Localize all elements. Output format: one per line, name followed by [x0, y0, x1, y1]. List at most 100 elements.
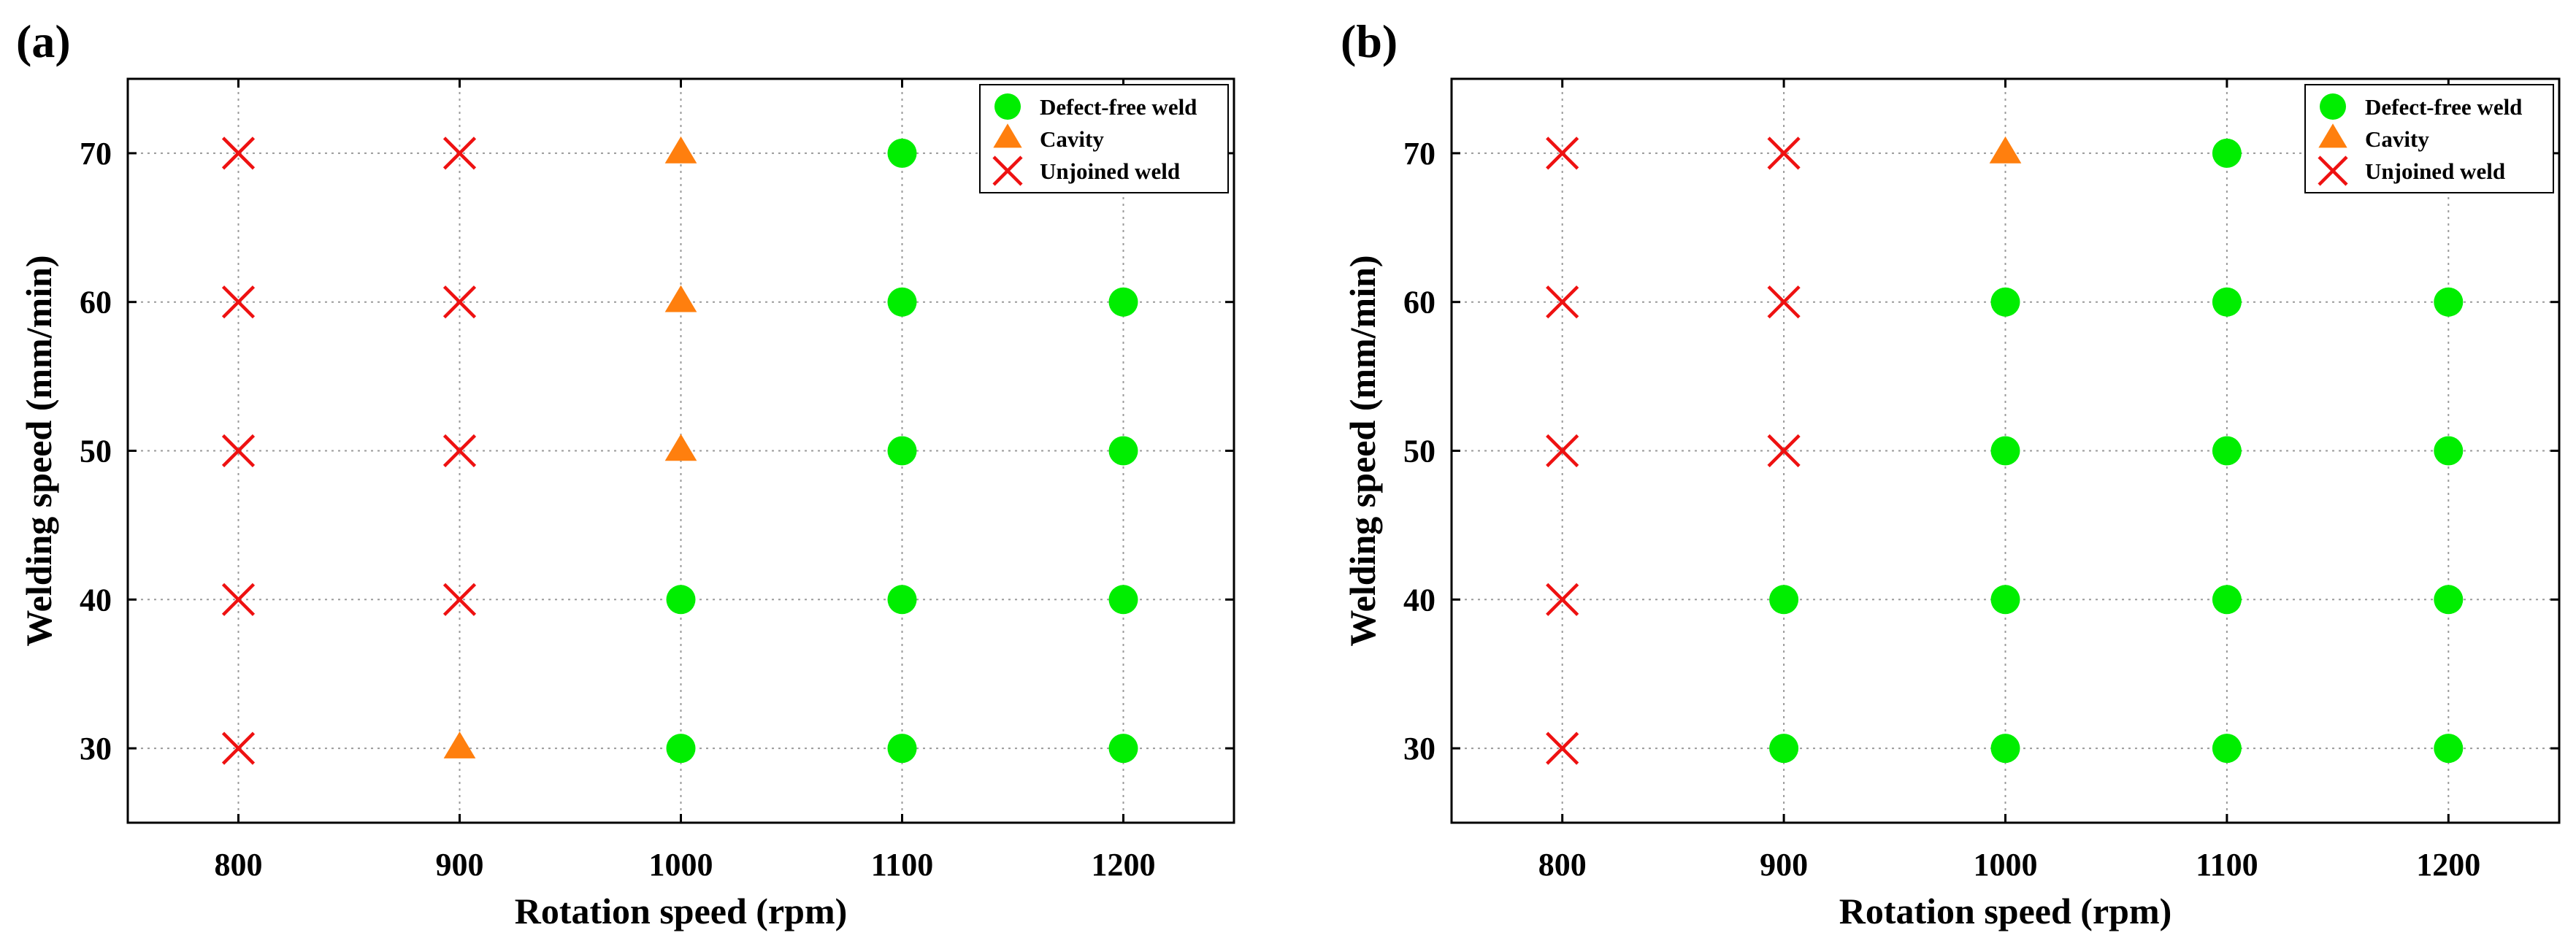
unjoined-point-stroke [442, 583, 477, 616]
defect-free-point [1990, 734, 2020, 764]
legend-marker [2320, 93, 2346, 120]
panel-label: (b) [1341, 15, 1398, 67]
defect-free-point [887, 436, 917, 466]
defect-free-point [1769, 585, 1799, 615]
unjoined-point-stroke [1767, 434, 1801, 468]
unjoined-point [221, 583, 256, 616]
cavity-point [664, 136, 697, 164]
y-tick-label: 50 [1403, 434, 1435, 469]
defect-free-point [1990, 436, 2020, 466]
defect-free-point [1108, 287, 1138, 317]
y-tick-label: 70 [80, 136, 112, 172]
y-tick-label: 50 [80, 434, 112, 469]
x-tick-label: 1200 [2416, 847, 2480, 883]
unjoined-point-stroke [1546, 731, 1579, 765]
defect-free-point [887, 138, 917, 168]
defect-free-point [887, 585, 917, 615]
defect-free-point [2212, 734, 2242, 764]
cavity-point [664, 285, 697, 312]
x-tick-label: 1100 [871, 847, 934, 883]
legend-marker-stroke [992, 155, 1023, 186]
unjoined-point [1546, 731, 1579, 765]
y-tick-label: 70 [1403, 136, 1435, 172]
unjoined-point [221, 731, 256, 765]
x-tick-label: 1100 [2196, 847, 2258, 883]
unjoined-point [442, 137, 477, 170]
unjoined-point-stroke [1546, 434, 1579, 468]
panel-b: 800 900 1000 1100 1200 30 40 50 60 70 Rotation spe… [1341, 15, 2561, 931]
defect-free-point [2212, 585, 2242, 615]
defect-free-point [2434, 585, 2464, 615]
defect-free-point [666, 585, 696, 615]
unjoined-point [221, 137, 256, 170]
y-tick-label: 30 [1403, 731, 1435, 766]
defect-free-point [2434, 436, 2464, 466]
unjoined-point-stroke [1546, 285, 1579, 319]
defect-free-point [1108, 734, 1138, 764]
defect-free-point [2212, 287, 2242, 317]
unjoined-point-stroke [1546, 137, 1579, 170]
y-tick-label: 40 [1403, 582, 1435, 618]
unjoined-point [221, 434, 256, 468]
cavity-point [443, 731, 476, 758]
defect-free-point [2434, 734, 2464, 764]
unjoined-point-stroke [1767, 137, 1801, 170]
y-tick-label: 30 [80, 731, 112, 766]
legend-label: Cavity [2365, 126, 2429, 152]
x-tick-label: 900 [1760, 847, 1808, 883]
y-tick-label: 40 [80, 582, 112, 618]
unjoined-point-stroke [221, 434, 256, 468]
unjoined-point-stroke [1546, 583, 1579, 616]
defect-free-point [2212, 138, 2242, 168]
unjoined-point-stroke [221, 137, 256, 170]
legend-label: Defect-free weld [1040, 94, 1197, 120]
legend-label: Cavity [1040, 126, 1104, 152]
x-tick-label: 1200 [1092, 847, 1156, 883]
unjoined-point [1546, 583, 1579, 616]
defect-free-point [887, 734, 917, 764]
unjoined-point [442, 434, 477, 468]
unjoined-point [442, 285, 477, 319]
legend-label: Defect-free weld [2365, 94, 2522, 120]
x-axis-label: Rotation speed (rpm) [515, 891, 848, 931]
defect-free-point [666, 734, 696, 764]
x-tick-label: 900 [436, 847, 484, 883]
legend-marker-stroke [2318, 155, 2348, 186]
legend-marker [993, 123, 1022, 148]
x-tick-label: 1000 [649, 847, 713, 883]
cavity-point [1989, 136, 2022, 164]
x-tick-label: 800 [1538, 847, 1587, 883]
y-tick-label: 60 [1403, 285, 1435, 320]
x-tick-label: 800 [215, 847, 263, 883]
legend-box [979, 84, 1229, 193]
legend-marker [2318, 155, 2348, 186]
defect-free-point [1108, 436, 1138, 466]
unjoined-point-stroke [221, 583, 256, 616]
legend-marker [2318, 123, 2347, 148]
unjoined-point [1767, 285, 1801, 319]
unjoined-point-stroke [1767, 285, 1801, 319]
legend-label: Unjoined weld [1040, 158, 1180, 184]
unjoined-point [442, 583, 477, 616]
defect-free-point [2212, 436, 2242, 466]
defect-free-point [1990, 585, 2020, 615]
unjoined-point [221, 285, 256, 319]
legend-box [2304, 84, 2554, 193]
defect-free-point [1108, 585, 1138, 615]
x-axis-label: Rotation speed (rpm) [1839, 891, 2172, 931]
unjoined-point [1767, 434, 1801, 468]
x-tick-label: 1000 [1974, 847, 2038, 883]
legend-label: Unjoined weld [2365, 158, 2505, 184]
y-axis-label: Welding speed (mm/min) [18, 255, 59, 646]
legend-marker [994, 93, 1021, 120]
unjoined-point [1546, 285, 1579, 319]
unjoined-point-stroke [442, 285, 477, 319]
defect-free-point [887, 287, 917, 317]
defect-free-point [2434, 287, 2464, 317]
unjoined-point-stroke [221, 285, 256, 319]
unjoined-point-stroke [221, 731, 256, 765]
legend-marker [992, 155, 1023, 186]
unjoined-point [1546, 137, 1579, 170]
cavity-point [664, 434, 697, 461]
y-axis-label: Welding speed (mm/min) [1342, 255, 1383, 646]
